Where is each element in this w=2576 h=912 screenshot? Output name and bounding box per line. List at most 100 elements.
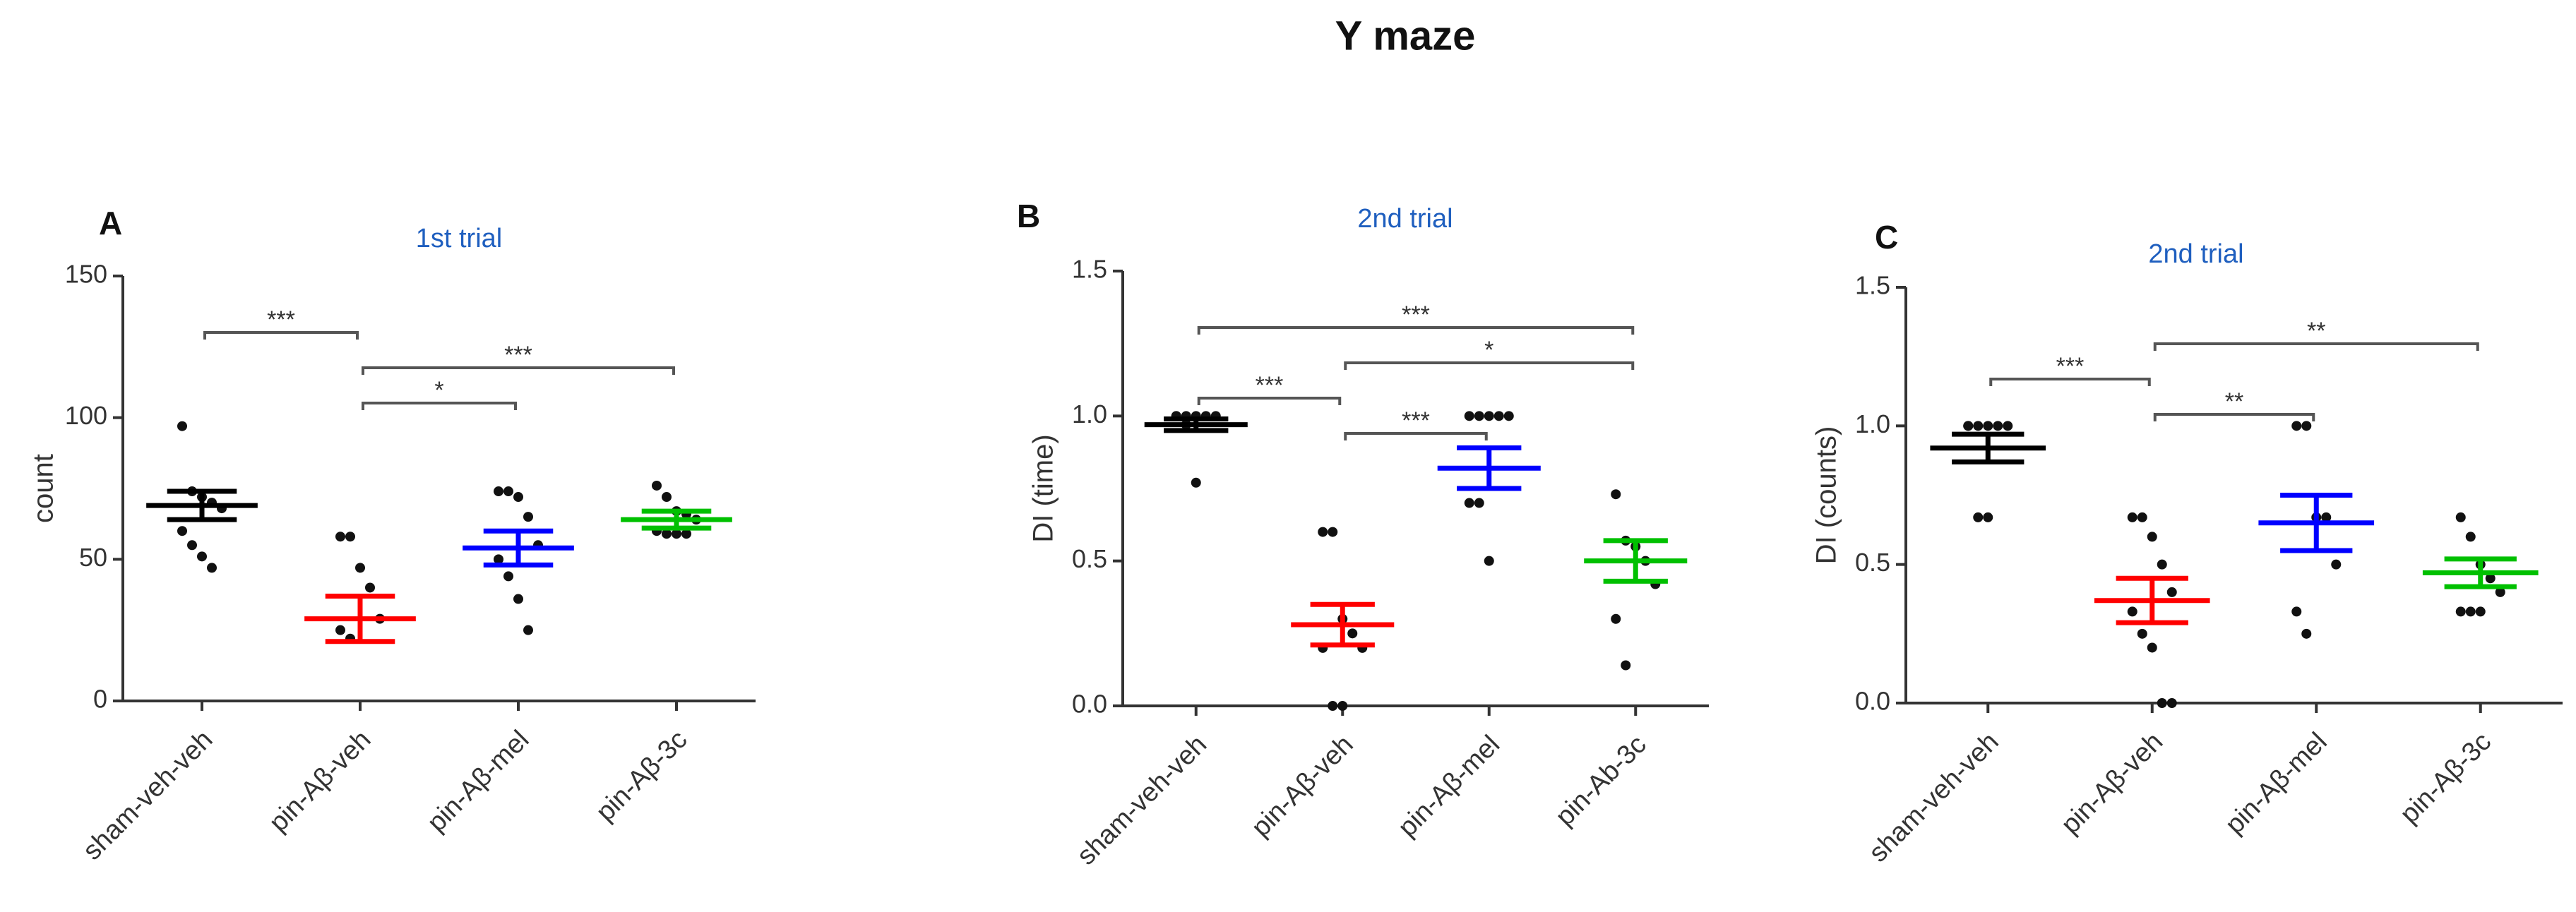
y-tick-label: 0.5 — [1855, 548, 1890, 577]
data-point — [2147, 642, 2157, 653]
data-point — [2127, 606, 2137, 617]
y-tick-label: 150 — [65, 260, 107, 289]
data-point — [1474, 411, 1484, 421]
y-tick-label: 1.0 — [1855, 409, 1890, 438]
chart-title: 1st trial — [416, 224, 502, 253]
y-axis-label: DI (counts) — [1811, 426, 1842, 565]
significance-bracket — [1344, 361, 1635, 370]
significance-label: ** — [2225, 388, 2243, 415]
data-point — [2137, 512, 2147, 522]
y-tick-label: 50 — [79, 543, 107, 572]
data-point — [662, 529, 672, 539]
data-point — [2291, 606, 2302, 617]
data-point — [177, 526, 187, 536]
data-point — [197, 551, 207, 562]
data-point — [1963, 421, 1974, 431]
data-point — [2455, 512, 2466, 522]
y-tick-label: 100 — [65, 401, 107, 430]
data-point — [1993, 421, 2003, 431]
data-point — [1973, 512, 1984, 522]
figure-title: Y maze — [1335, 13, 1476, 59]
data-point — [523, 512, 533, 522]
data-point — [2321, 512, 2332, 522]
data-point — [1328, 701, 1338, 711]
chart-title: 2nd trial — [1357, 204, 1453, 234]
data-point — [503, 486, 513, 497]
data-point — [1328, 527, 1338, 537]
data-point — [1493, 411, 1504, 421]
x-tick-label: pin-Ab-3c — [1550, 730, 1652, 832]
significance-label: *** — [2056, 353, 2085, 380]
y-tick-label: 0.0 — [1855, 687, 1890, 716]
data-point — [2465, 532, 2476, 542]
x-tick-label: pin-Aβ-3c — [590, 725, 693, 827]
significance-bracket — [362, 402, 517, 410]
y-tick-label: 1.5 — [1855, 271, 1890, 300]
data-point — [1983, 512, 1993, 522]
chart-title: 2nd trial — [2148, 239, 2243, 269]
data-point — [1484, 411, 1494, 421]
x-tick-label: pin-Aβ-veh — [2056, 727, 2169, 840]
y-axis-label: count — [28, 454, 59, 523]
data-point — [2301, 628, 2312, 639]
significance-label: *** — [504, 342, 532, 368]
data-point — [681, 529, 691, 539]
significance-bracket — [1197, 326, 1635, 335]
significance-bracket — [1989, 378, 2151, 386]
significance-bracket — [1197, 397, 1342, 405]
data-point — [1464, 498, 1474, 508]
significance-label: *** — [1402, 407, 1430, 434]
data-point — [494, 554, 503, 565]
data-point — [2166, 587, 2177, 597]
y-tick-label: 1.5 — [1072, 255, 1107, 284]
data-point — [1347, 628, 1358, 639]
data-point — [2157, 559, 2167, 570]
data-point — [513, 492, 523, 503]
data-point — [1983, 421, 1993, 431]
data-point — [335, 532, 345, 542]
data-point — [503, 571, 513, 582]
data-point — [2166, 698, 2177, 708]
data-point — [1464, 411, 1474, 421]
data-point — [672, 529, 681, 539]
data-point — [355, 563, 365, 573]
data-point — [2147, 532, 2157, 542]
data-point — [523, 625, 533, 635]
data-point — [652, 480, 662, 491]
significance-bracket — [2153, 413, 2315, 421]
x-tick-label: pin-Aβ-mel — [2220, 727, 2333, 840]
panel-label: C — [1875, 219, 1898, 256]
data-point — [345, 532, 355, 542]
panel-label: A — [99, 205, 122, 241]
data-point — [1503, 411, 1514, 421]
data-point — [1611, 613, 1621, 624]
x-tick-label: pin-Aβ-veh — [1246, 730, 1359, 843]
data-point — [2331, 559, 2342, 570]
data-point — [1337, 701, 1348, 711]
significance-label: ** — [2307, 318, 2325, 344]
y-axis-label: DI (time) — [1028, 434, 1059, 542]
data-point — [1474, 498, 1484, 508]
data-point — [513, 594, 523, 604]
data-point — [1973, 421, 1984, 431]
data-point — [2465, 606, 2476, 617]
significance-bracket — [2153, 342, 2479, 351]
data-point — [177, 421, 187, 431]
significance-bracket — [203, 331, 359, 340]
panel-label: B — [1017, 198, 1040, 234]
data-point — [2157, 698, 2167, 708]
data-point — [2291, 421, 2302, 431]
x-tick-label: sham-veh-veh — [78, 725, 219, 866]
data-point — [2485, 573, 2496, 584]
significance-bracket — [362, 366, 675, 375]
data-point — [2003, 421, 2013, 431]
data-point — [2127, 512, 2137, 522]
significance-label: *** — [1402, 301, 1430, 328]
data-point — [2475, 606, 2486, 617]
data-point — [187, 540, 197, 551]
x-tick-label: sham-veh-veh — [1071, 730, 1212, 871]
x-tick-label: sham-veh-veh — [1864, 727, 2005, 868]
data-point — [335, 625, 345, 635]
significance-bracket — [1344, 432, 1488, 440]
x-tick-label: pin-Aβ-mel — [1393, 730, 1505, 843]
